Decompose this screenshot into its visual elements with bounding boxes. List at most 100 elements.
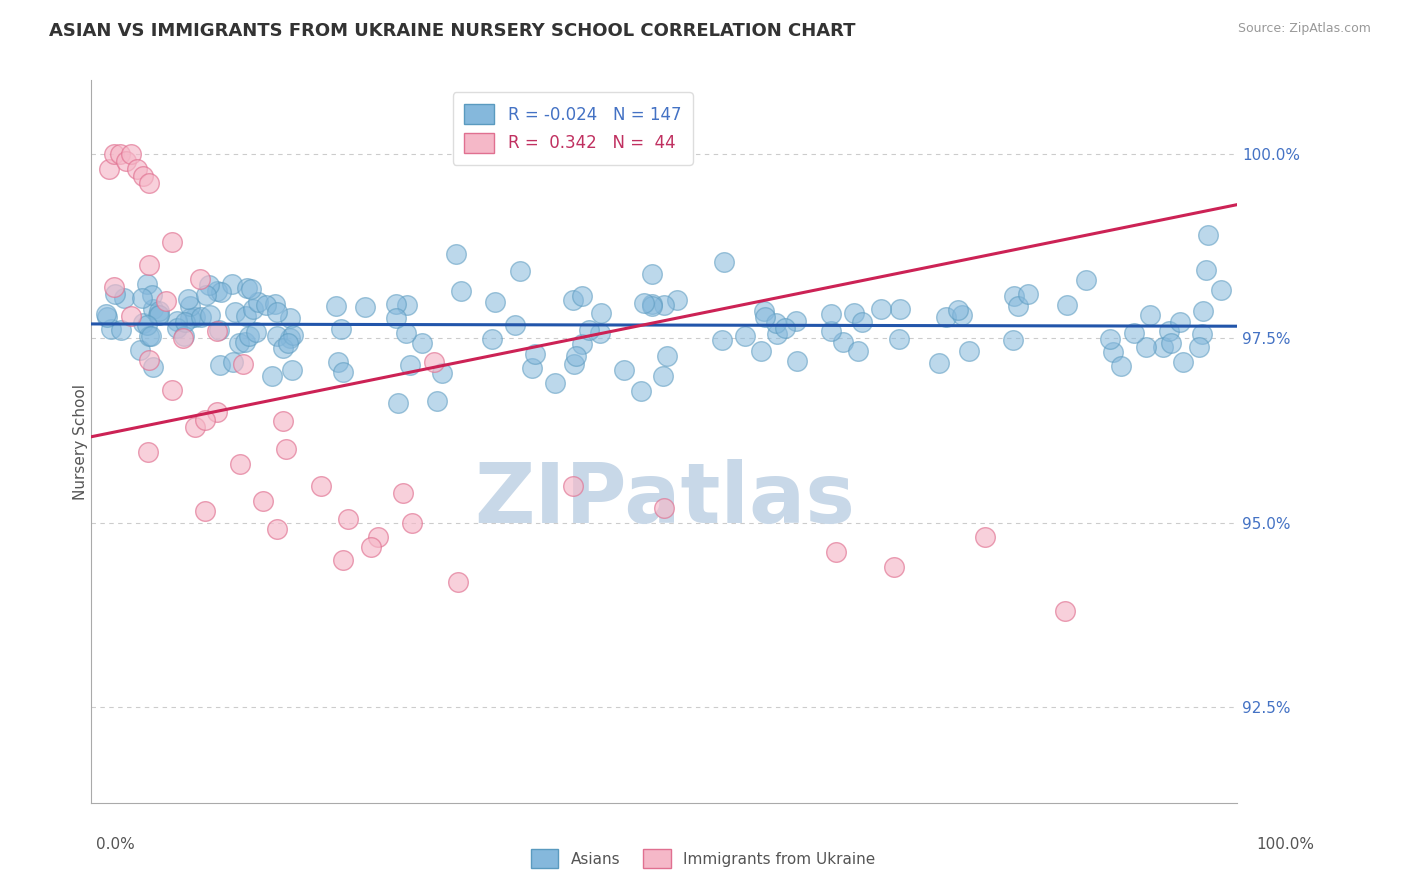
- Point: [820, 325, 842, 339]
- Point: [188, 272, 211, 286]
- Point: [882, 560, 904, 574]
- Point: [1191, 327, 1213, 342]
- Point: [1168, 315, 1191, 329]
- Point: [194, 413, 217, 427]
- Point: [278, 331, 301, 345]
- Point: [870, 301, 893, 316]
- Point: [1160, 336, 1182, 351]
- Text: 0.0%: 0.0%: [96, 838, 135, 852]
- Point: [238, 329, 260, 343]
- Point: [160, 383, 183, 397]
- Point: [135, 277, 157, 291]
- Point: [233, 335, 256, 350]
- Point: [135, 318, 157, 333]
- Point: [209, 285, 232, 300]
- Point: [271, 414, 294, 428]
- Point: [589, 326, 612, 341]
- Point: [889, 332, 911, 346]
- Point: [266, 522, 288, 536]
- Point: [950, 309, 973, 323]
- Point: [222, 355, 245, 369]
- Point: [166, 314, 188, 328]
- Point: [332, 365, 354, 379]
- Point: [112, 291, 135, 305]
- Point: [450, 284, 472, 298]
- Point: [200, 308, 222, 322]
- Point: [224, 305, 246, 319]
- Point: [564, 349, 586, 363]
- Point: [277, 336, 299, 351]
- Point: [710, 333, 733, 347]
- Point: [329, 322, 352, 336]
- Point: [754, 310, 776, 325]
- Point: [444, 247, 467, 261]
- Point: [509, 263, 531, 277]
- Point: [935, 310, 957, 325]
- Point: [734, 329, 756, 343]
- Point: [773, 321, 796, 335]
- Point: [652, 298, 675, 312]
- Point: [820, 307, 842, 321]
- Point: [385, 296, 408, 310]
- Point: [148, 304, 170, 318]
- Point: [655, 349, 678, 363]
- Point: [260, 368, 283, 383]
- Point: [103, 147, 125, 161]
- Point: [177, 293, 200, 307]
- Point: [278, 310, 301, 325]
- Point: [247, 294, 270, 309]
- Point: [957, 344, 980, 359]
- Point: [1002, 334, 1025, 348]
- Point: [131, 291, 153, 305]
- Point: [110, 323, 132, 337]
- Point: [121, 309, 143, 323]
- Point: [543, 376, 565, 390]
- Point: [96, 310, 118, 325]
- Point: [148, 308, 170, 322]
- Point: [1123, 326, 1146, 340]
- Point: [100, 322, 122, 336]
- Point: [1054, 604, 1077, 618]
- Point: [786, 353, 808, 368]
- Point: [138, 177, 160, 191]
- Point: [132, 316, 155, 330]
- Point: [332, 552, 354, 566]
- Point: [179, 311, 201, 326]
- Point: [104, 287, 127, 301]
- Point: [190, 310, 212, 324]
- Point: [139, 329, 162, 343]
- Point: [114, 154, 136, 169]
- Point: [103, 279, 125, 293]
- Point: [245, 325, 267, 339]
- Point: [832, 334, 855, 349]
- Point: [411, 335, 433, 350]
- Text: ASIAN VS IMMIGRANTS FROM UKRAINE NURSERY SCHOOL CORRELATION CHART: ASIAN VS IMMIGRANTS FROM UKRAINE NURSERY…: [49, 22, 856, 40]
- Point: [571, 337, 593, 351]
- Point: [426, 394, 449, 409]
- Point: [503, 318, 526, 332]
- Point: [271, 341, 294, 355]
- Point: [209, 358, 232, 372]
- Point: [166, 321, 188, 335]
- Point: [276, 442, 298, 456]
- Point: [928, 356, 950, 370]
- Point: [751, 344, 773, 359]
- Point: [641, 299, 664, 313]
- Point: [138, 329, 160, 343]
- Point: [160, 235, 183, 250]
- Text: Source: ZipAtlas.com: Source: ZipAtlas.com: [1237, 22, 1371, 36]
- Point: [207, 285, 229, 299]
- Point: [127, 161, 149, 176]
- Point: [652, 500, 675, 515]
- Point: [633, 296, 655, 310]
- Point: [889, 301, 911, 316]
- Point: [128, 343, 150, 357]
- Point: [842, 306, 865, 320]
- Point: [398, 358, 420, 372]
- Point: [765, 316, 787, 330]
- Point: [108, 147, 131, 161]
- Point: [846, 343, 869, 358]
- Point: [1139, 309, 1161, 323]
- Point: [1135, 339, 1157, 353]
- Legend: Asians, Immigrants from Ukraine: Asians, Immigrants from Ukraine: [523, 841, 883, 875]
